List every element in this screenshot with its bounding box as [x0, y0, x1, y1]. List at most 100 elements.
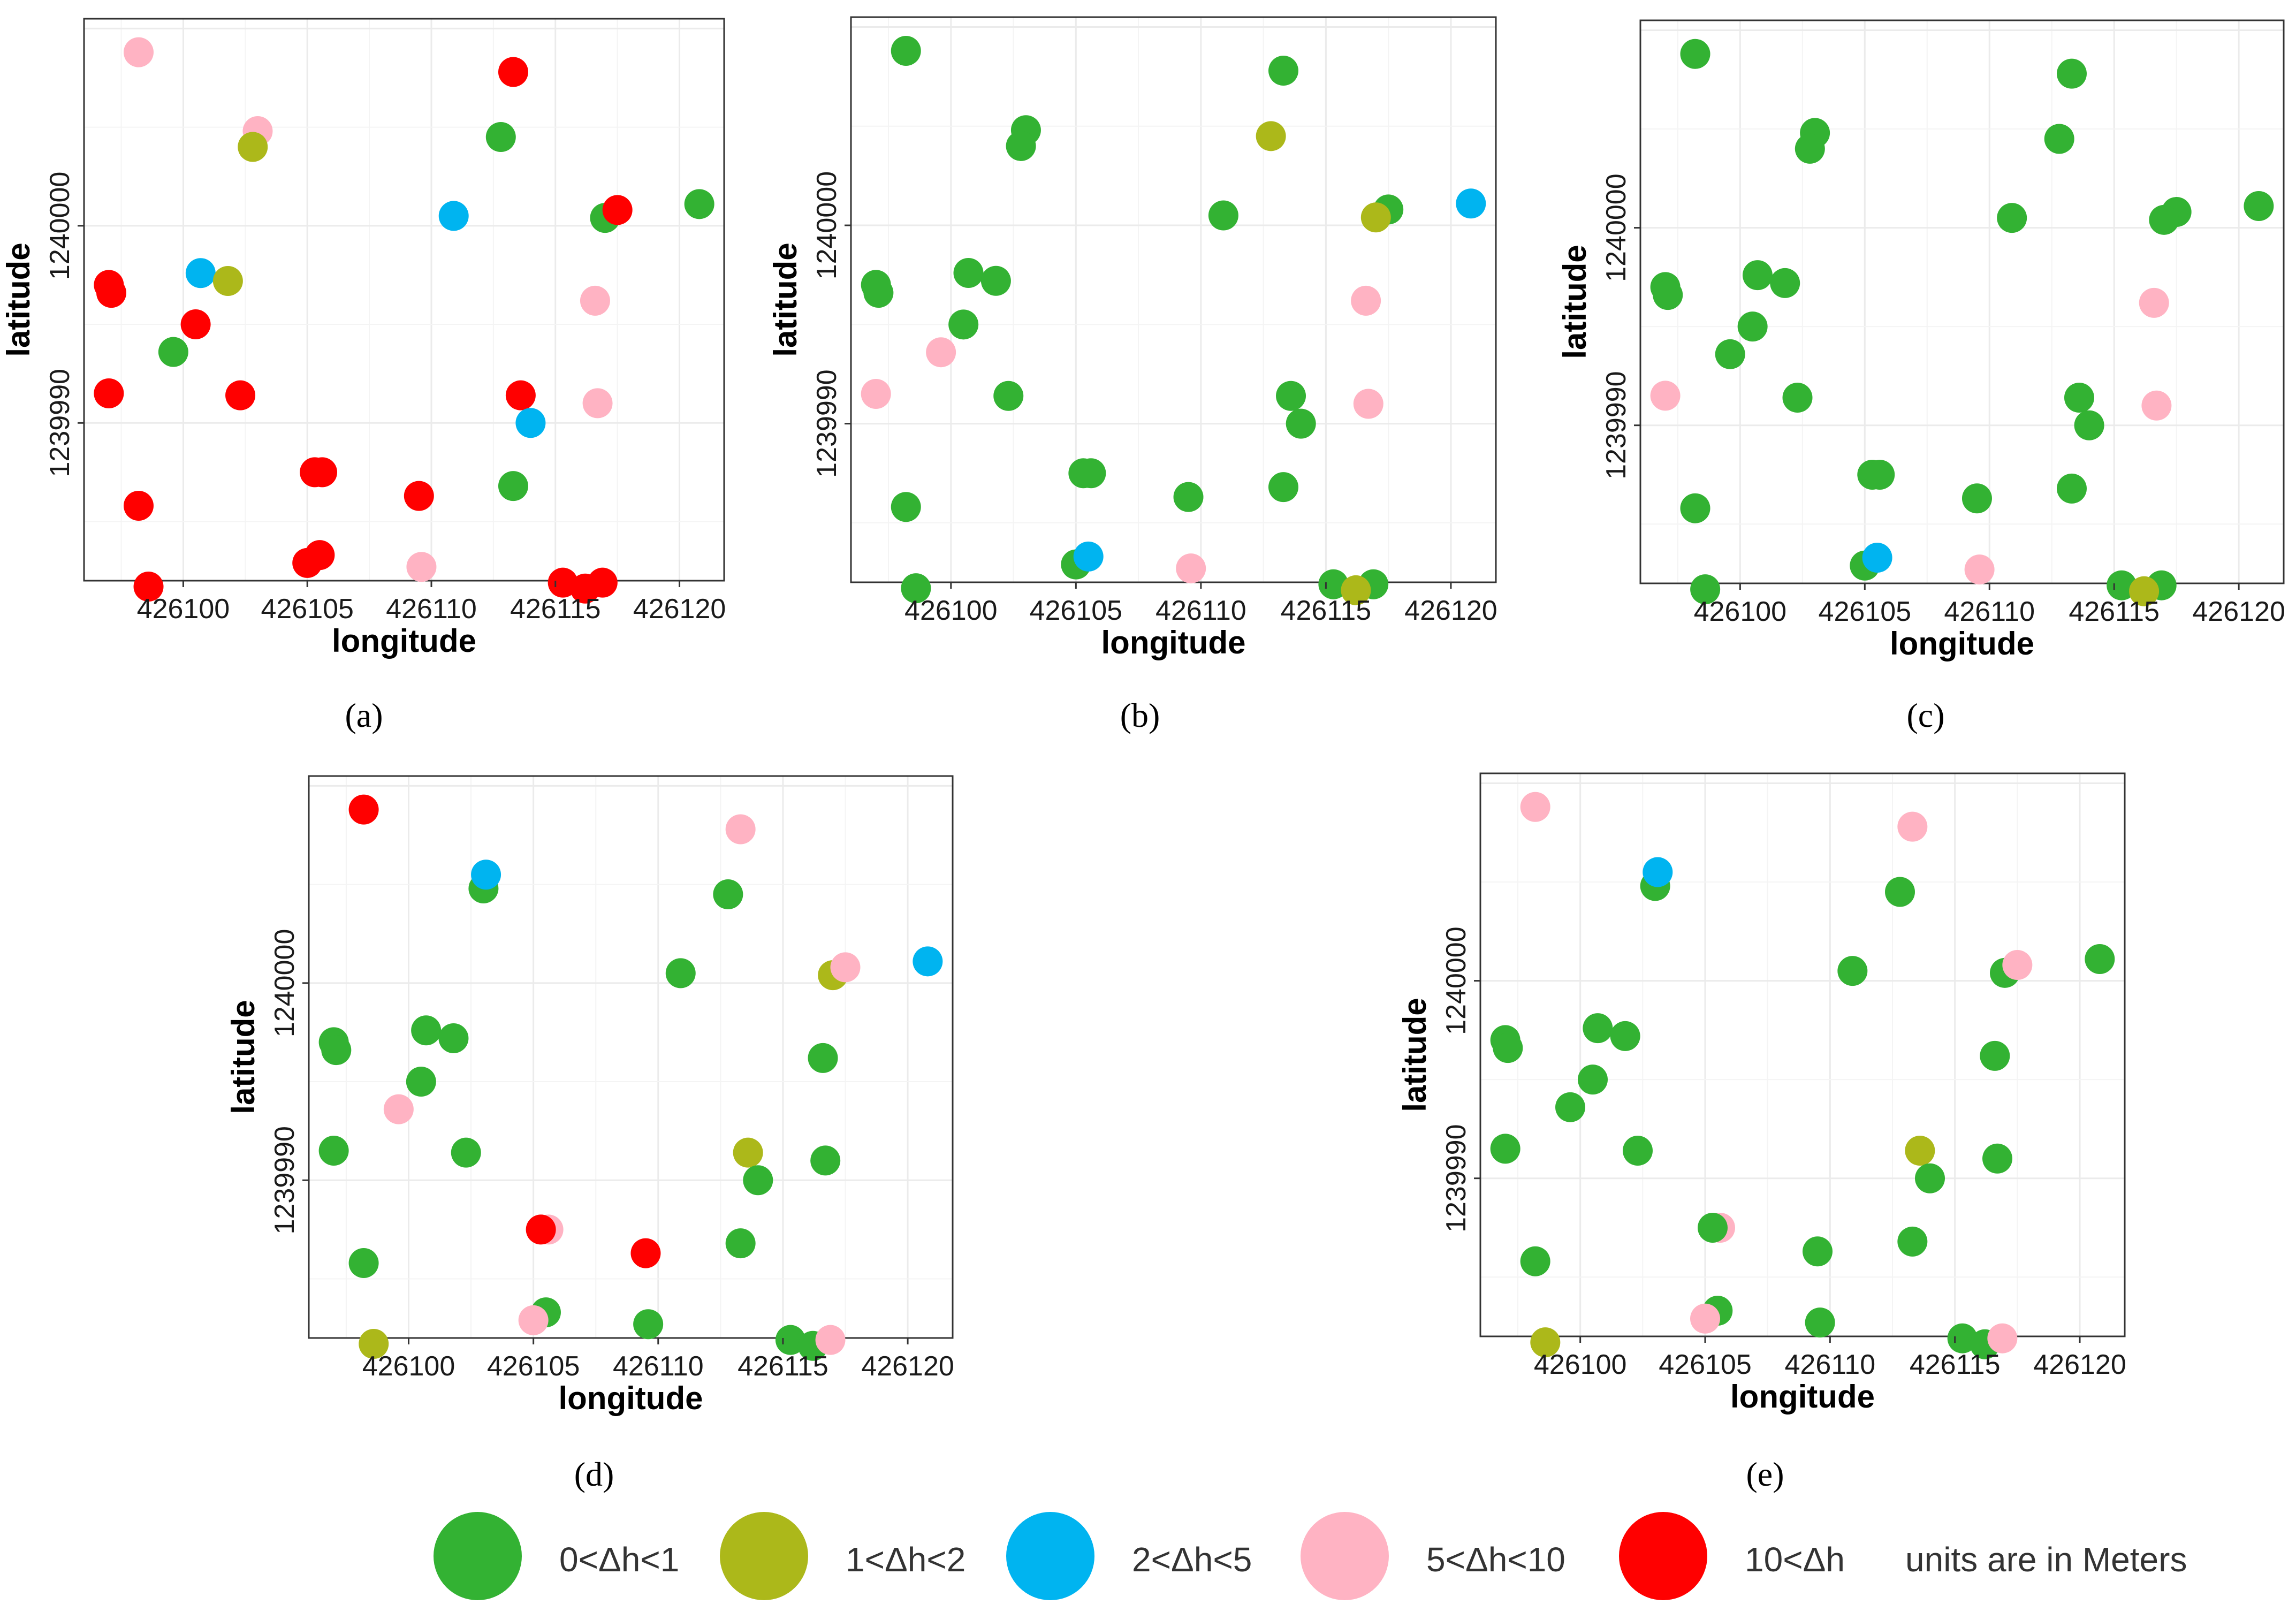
point-d-17: [451, 1137, 481, 1168]
x-tick-label-e: 426110: [1784, 1349, 1875, 1380]
x-tick-label-d: 426100: [362, 1351, 455, 1382]
point-c-28: [1964, 554, 1995, 585]
panel-caption-a: (a): [310, 696, 417, 735]
point-c-0: [1680, 39, 1710, 69]
y-tick-label-b: 1239990: [811, 369, 842, 477]
point-a-16: [94, 378, 124, 408]
point-b-7: [1360, 202, 1391, 233]
point-e-3: [1643, 857, 1673, 887]
x-tick-label-c: 426115: [2069, 596, 2160, 627]
point-b-23: [1268, 472, 1299, 503]
point-e-27: [1690, 1303, 1720, 1334]
point-a-8: [438, 201, 469, 231]
legend-dot-4: [1619, 1512, 1707, 1600]
x-tick-label-d: 426115: [738, 1351, 828, 1382]
legend-label-4: 10<Δh: [1745, 1540, 1845, 1579]
point-c-12: [1653, 280, 1683, 310]
point-b-1: [1268, 56, 1299, 86]
point-d-12: [321, 1035, 352, 1066]
point-a-7: [602, 195, 633, 225]
x-tick-label-d: 426110: [613, 1351, 704, 1382]
x-tick-label-e: 426120: [2033, 1349, 2126, 1380]
x-tick-label-c: 426105: [1819, 596, 1912, 627]
x-tick-label-d: 426120: [861, 1351, 954, 1382]
x-tick-label-e: 426115: [1910, 1349, 2001, 1380]
point-a-10: [212, 266, 243, 296]
point-c-29: [2107, 570, 2137, 600]
point-e-23: [1897, 1226, 1928, 1257]
y-axis-title-b: latitude: [767, 242, 803, 356]
plot-frame-e: [1479, 772, 2126, 1337]
x-tick-label-a: 426120: [633, 594, 726, 625]
point-c-27: [1862, 543, 1892, 573]
point-e-22: [1698, 1212, 1728, 1243]
point-d-24: [630, 1238, 661, 1268]
point-b-5: [1456, 188, 1486, 219]
point-d-5: [913, 946, 943, 977]
legend-dot-0: [434, 1512, 522, 1600]
point-d-27: [518, 1305, 549, 1335]
point-e-9: [1583, 1013, 1613, 1044]
point-e-15: [1555, 1092, 1585, 1122]
legend-dot-1: [720, 1512, 808, 1600]
point-d-7: [830, 952, 861, 983]
panel-caption-d: (d): [541, 1455, 648, 1494]
point-d-3: [471, 860, 501, 890]
panel-b: 426100 426105 426110 426115 426120 1239990 124…: [767, 16, 1497, 660]
point-b-0: [891, 35, 921, 66]
point-a-1: [498, 57, 528, 87]
y-tick-label-b: 1240000: [811, 171, 842, 279]
point-e-13: [1980, 1040, 2010, 1071]
x-tick-label-c: 426100: [1694, 596, 1787, 627]
point-e-25: [1520, 1246, 1550, 1276]
point-d-14: [406, 1067, 436, 1097]
point-e-16: [1490, 1134, 1520, 1164]
x-axis-title-d: longitude: [559, 1380, 703, 1416]
plot-frame-c: [1639, 19, 2285, 584]
point-c-14: [1737, 311, 1768, 342]
point-a-0: [123, 37, 154, 67]
point-e-0: [1520, 792, 1550, 822]
point-e-8: [1837, 956, 1868, 986]
point-b-8: [1208, 200, 1238, 231]
point-b-22: [1076, 458, 1106, 489]
point-e-4: [1885, 877, 1915, 907]
point-b-24: [1173, 482, 1204, 512]
point-b-20: [1286, 408, 1316, 439]
point-b-27: [1073, 541, 1104, 572]
point-e-31: [1987, 1323, 2018, 1354]
panel-caption-b: (b): [1086, 696, 1193, 735]
y-tick-label-c: 1239990: [1601, 371, 1632, 479]
point-a-32: [133, 572, 164, 602]
x-axis-title-b: longitude: [1101, 625, 1246, 660]
point-a-27: [292, 548, 323, 578]
plot-area-e: [1480, 773, 2125, 1336]
point-c-32: [1690, 574, 1721, 605]
point-a-3: [238, 132, 268, 162]
point-c-23: [2056, 473, 2087, 504]
point-c-15: [1715, 339, 1745, 369]
y-axis-title-e: latitude: [1397, 998, 1433, 1112]
point-a-19: [582, 388, 613, 419]
point-a-15: [158, 337, 188, 367]
point-b-10: [980, 265, 1011, 296]
y-tick-label-d: 1240000: [269, 929, 300, 1037]
panel-caption-e-text: (e): [1746, 1455, 1784, 1493]
point-b-14: [948, 309, 979, 340]
plot-frame-b: [850, 16, 1497, 583]
point-a-5: [684, 189, 714, 219]
legend-dot-3: [1301, 1512, 1389, 1600]
x-tick-label-b: 426100: [904, 595, 998, 626]
point-a-24: [404, 481, 434, 511]
point-c-7: [2149, 204, 2179, 235]
point-d-15: [383, 1094, 414, 1124]
x-tick-label-a: 426100: [137, 594, 230, 625]
point-b-15: [926, 337, 956, 368]
panel-caption-c-text: (c): [1906, 696, 1945, 734]
point-e-29: [1947, 1323, 1978, 1354]
panel-caption-b-text: (b): [1120, 696, 1160, 734]
point-b-19: [1353, 389, 1383, 419]
point-b-25: [891, 492, 921, 522]
point-d-16: [318, 1136, 349, 1166]
point-a-20: [515, 408, 546, 438]
